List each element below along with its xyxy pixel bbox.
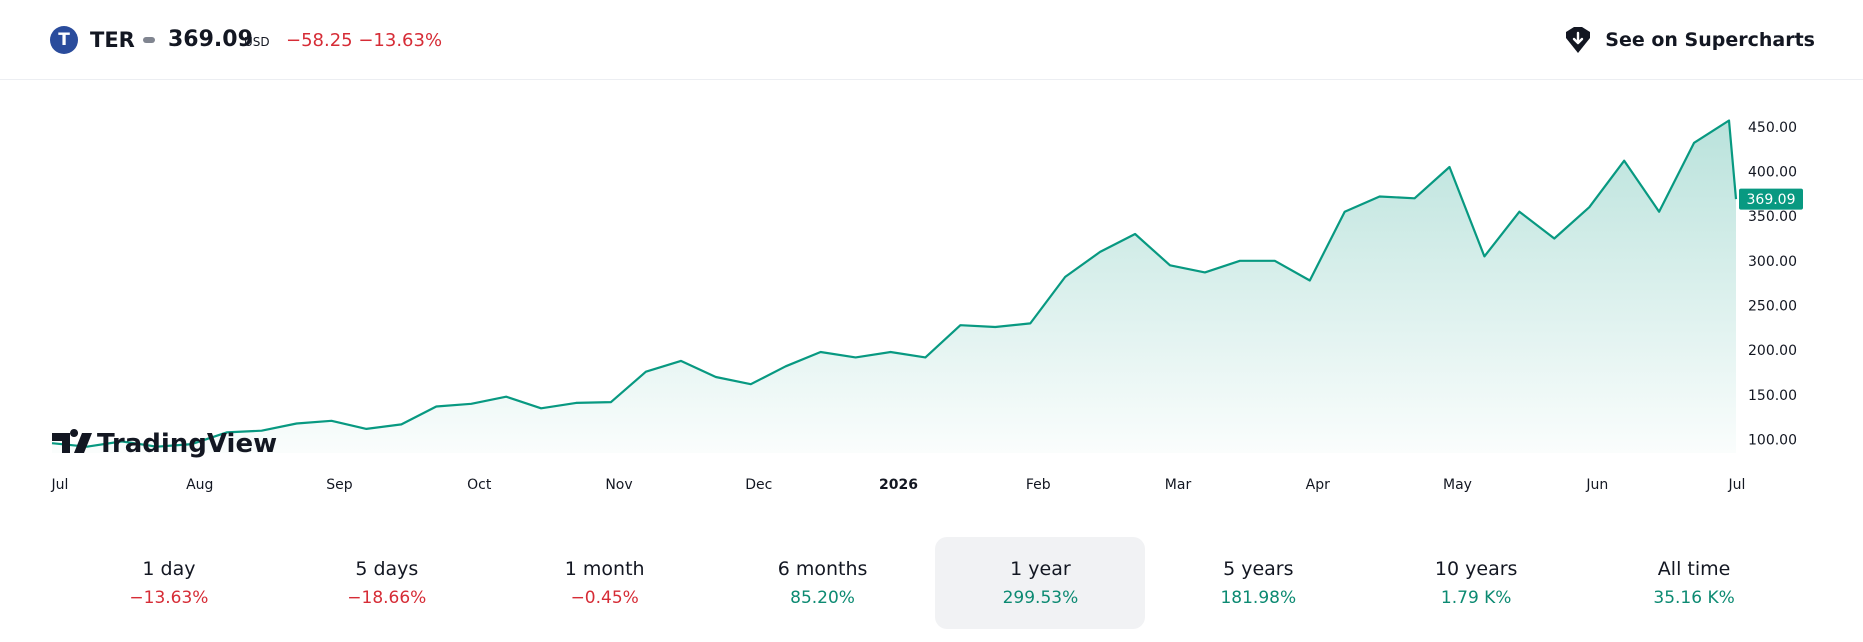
period-change: 35.16 K% [1653, 588, 1735, 608]
x-tick-label: Sep [326, 477, 353, 493]
currency-label: USD [244, 35, 270, 49]
period-label: 6 months [777, 558, 868, 580]
symbol-header: T TER 369.09 USD −58.25 −13.63% See on S… [0, 0, 1863, 80]
y-tick-label: 150.00 [1748, 388, 1797, 404]
see-on-supercharts-button[interactable]: See on Supercharts [1563, 22, 1815, 58]
y-tick-label: 300.00 [1748, 254, 1797, 270]
period-5-years[interactable]: 5 years 181.98% [1153, 537, 1363, 629]
y-tick-label: 400.00 [1748, 164, 1797, 180]
period-change: −0.45% [570, 588, 639, 608]
ticker-symbol[interactable]: TER [90, 28, 135, 52]
period-change: −18.66% [347, 588, 427, 608]
period-label: All time [1657, 558, 1731, 580]
period-label: 1 year [1010, 558, 1071, 580]
price-line [51, 119, 1738, 448]
period-1-year[interactable]: 1 year 299.53% [935, 537, 1146, 629]
y-tick-label: 250.00 [1748, 299, 1797, 315]
x-tick-label: May [1443, 477, 1472, 493]
x-tick-label: 2026 [879, 477, 918, 493]
period-change: −13.63% [129, 588, 209, 608]
price-axis: 100.00 150.00 200.00 250.00 300.00 350.00 400.… [1748, 120, 1797, 449]
x-tick-label: Nov [605, 477, 632, 493]
period-change: 85.20% [790, 588, 855, 608]
period-change: 299.53% [1002, 588, 1079, 608]
period-10-years[interactable]: 10 years 1.79 K% [1371, 537, 1581, 629]
x-tick-label: Apr [1306, 477, 1330, 493]
shield-icon [1566, 27, 1591, 53]
market-status-icon [143, 37, 155, 43]
x-tick-label: Dec [745, 477, 772, 493]
period-selector: 1 day −13.63% 5 days −18.66% 1 month −0.45% 6 … [60, 537, 1803, 629]
last-price-tag: 369.09 [1739, 188, 1803, 210]
y-tick-label: 200.00 [1748, 343, 1797, 359]
teradyne-logo: T [50, 26, 78, 54]
tradingview-wordmark: TradingView [97, 429, 277, 459]
last-price-tag-bg [1739, 188, 1803, 210]
period-label: 5 days [355, 558, 419, 580]
x-tick-label: Mar [1165, 477, 1192, 493]
tradingview-logo-icon [52, 429, 92, 453]
period-1-day[interactable]: 1 day −13.63% [64, 537, 274, 629]
x-tick-label: Jul [1728, 477, 1746, 493]
x-tick-label: Jul [51, 477, 69, 493]
y-tick-label: 100.00 [1748, 433, 1797, 449]
period-1-month[interactable]: 1 month −0.45% [500, 537, 710, 629]
y-tick-label: 350.00 [1748, 209, 1797, 225]
period-all-time[interactable]: All time 35.16 K% [1589, 537, 1799, 629]
x-tick-label: Aug [186, 477, 213, 493]
supercharts-label: See on Supercharts [1605, 29, 1815, 51]
price-change: −58.25 −13.63% [286, 30, 443, 51]
period-change: 181.98% [1220, 588, 1297, 608]
tradingview-watermark[interactable]: TradingView [52, 429, 277, 459]
last-price: 369.09 [168, 27, 253, 52]
period-6-months[interactable]: 6 months 85.20% [718, 537, 928, 629]
price-area-fill [52, 120, 1736, 453]
period-label: 5 years [1223, 558, 1294, 580]
x-tick-label: Jun [1585, 477, 1608, 493]
time-axis: Jul Aug Sep Oct Nov Dec 2026 Feb Mar Apr May Jun Jul [51, 477, 1746, 493]
last-price-tag-text: 369.09 [1747, 192, 1796, 208]
x-tick-label: Oct [467, 477, 492, 493]
x-tick-label: Feb [1026, 477, 1051, 493]
period-5-days[interactable]: 5 days −18.66% [282, 537, 492, 629]
y-tick-label: 450.00 [1748, 120, 1797, 136]
price-chart[interactable]: 100.00 150.00 200.00 250.00 300.00 350.00 400.… [0, 81, 1863, 501]
period-label: 1 month [564, 558, 645, 580]
period-label: 10 years [1434, 558, 1518, 580]
period-change: 1.79 K% [1440, 588, 1512, 608]
period-label: 1 day [142, 558, 196, 580]
